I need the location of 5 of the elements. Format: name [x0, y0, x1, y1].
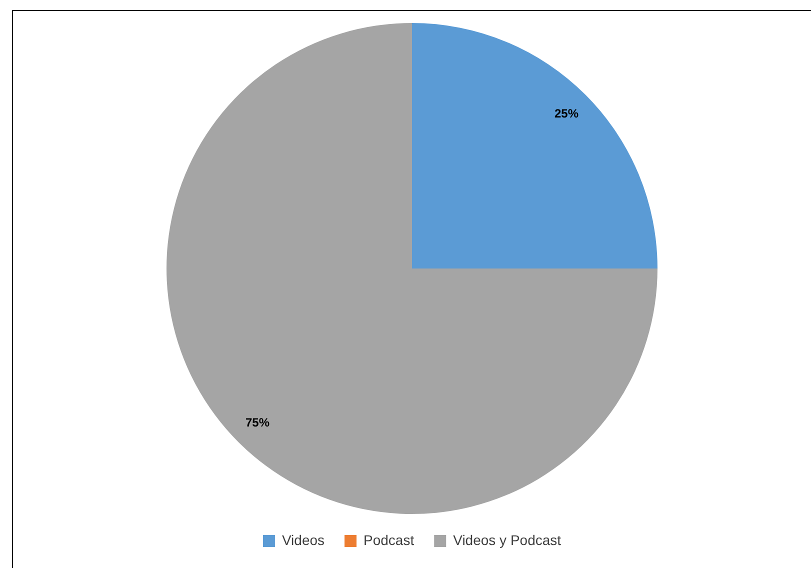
data-label: 75% — [245, 415, 270, 430]
legend-label: Podcast — [364, 532, 414, 548]
legend-label: Videos — [282, 532, 325, 548]
data-label: 25% — [554, 106, 579, 120]
legend-label: Videos y Podcast — [453, 532, 562, 548]
